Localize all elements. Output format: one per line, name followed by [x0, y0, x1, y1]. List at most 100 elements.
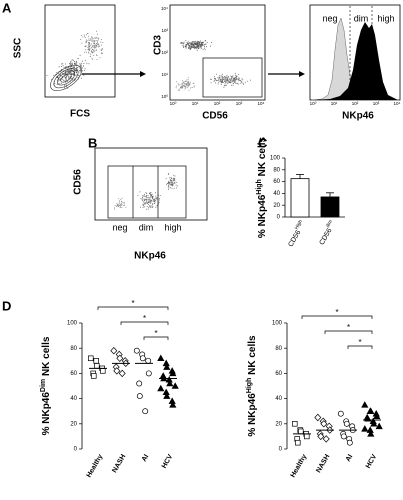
event-dot	[145, 196, 147, 198]
event-dot	[188, 43, 190, 45]
event-dot	[204, 40, 206, 42]
event-dot	[88, 38, 90, 40]
gate-label: high	[377, 13, 394, 23]
event-dot	[191, 41, 193, 43]
data-point	[91, 373, 97, 379]
event-dot	[67, 72, 69, 73]
significance-label: *	[335, 308, 338, 317]
event-dot	[95, 47, 97, 49]
event-dot	[69, 69, 71, 71]
event-dot	[175, 87, 177, 89]
event-dot	[201, 41, 203, 43]
event-dot	[185, 40, 187, 42]
event-dot	[168, 188, 170, 190]
event-dot	[168, 181, 170, 183]
event-dot	[177, 83, 179, 85]
event-dot	[149, 193, 151, 195]
event-dot	[94, 48, 96, 50]
event-dot	[235, 81, 236, 83]
data-point	[113, 367, 121, 375]
event-dot	[114, 208, 116, 210]
data-point	[118, 369, 126, 378]
event-dot	[171, 183, 173, 185]
label-superscript: High	[294, 219, 304, 231]
data-point	[367, 430, 375, 437]
x-tick-label: 10⁴	[258, 101, 265, 106]
event-dot	[203, 47, 205, 49]
arrowhead	[299, 71, 305, 77]
x-tick-label: 10²	[214, 101, 221, 106]
event-dot	[100, 41, 102, 43]
event-dot	[96, 49, 98, 51]
event-dot	[151, 198, 153, 200]
event-dot	[199, 45, 201, 47]
event-dot	[71, 59, 73, 61]
event-dot	[85, 51, 87, 53]
data-point	[314, 413, 322, 422]
data-point	[370, 420, 378, 427]
event-dot	[92, 49, 93, 50]
event-dot	[84, 60, 86, 62]
significance-label: *	[143, 314, 146, 323]
event-dot	[195, 40, 197, 42]
event-dot	[184, 46, 186, 47]
event-dot	[238, 77, 240, 79]
event-dot	[85, 45, 87, 47]
data-point	[367, 407, 375, 414]
event-dot	[240, 80, 242, 82]
event-dot	[180, 41, 182, 43]
event-dot	[97, 44, 99, 46]
event-dot	[81, 70, 83, 72]
event-dot	[175, 181, 177, 183]
event-dot	[196, 49, 198, 51]
event-dot	[68, 78, 70, 80]
event-dot	[220, 81, 222, 83]
data-point	[322, 435, 330, 443]
event-dot	[187, 79, 189, 81]
event-dot	[189, 45, 190, 47]
event-dot	[78, 70, 80, 72]
event-dot	[165, 177, 167, 179]
event-dot	[87, 51, 89, 53]
event-dot	[147, 208, 149, 210]
event-dot	[68, 77, 70, 79]
event-dot	[226, 82, 228, 84]
event-dot	[141, 200, 143, 202]
event-dot	[237, 79, 239, 81]
y-tick-label: 20	[275, 421, 282, 427]
event-dot	[220, 77, 222, 79]
event-dot	[100, 50, 102, 51]
event-dot	[76, 61, 78, 63]
event-dot	[227, 79, 229, 81]
event-dot	[234, 72, 236, 74]
event-dot	[118, 205, 119, 207]
event-dot	[168, 183, 170, 185]
event-dot	[140, 197, 142, 199]
event-dot	[192, 44, 194, 46]
event-dot	[170, 177, 172, 179]
event-dot	[158, 198, 160, 200]
event-dot	[243, 83, 245, 85]
event-dot	[193, 85, 195, 87]
event-dot	[235, 77, 237, 79]
label-superscript: dim	[325, 219, 334, 229]
event-dot	[238, 83, 240, 85]
event-dot	[118, 200, 120, 202]
event-dot	[58, 72, 59, 74]
event-dot	[63, 80, 65, 82]
event-dot	[90, 50, 92, 52]
event-dot	[173, 177, 175, 179]
event-dot	[101, 53, 103, 55]
event-dot	[232, 76, 234, 78]
event-dot	[219, 75, 221, 77]
label-text: CD56	[287, 229, 302, 248]
event-dot	[189, 49, 191, 51]
event-dot	[181, 87, 183, 89]
event-dot	[142, 203, 144, 205]
event-dot	[150, 206, 152, 208]
event-dot	[168, 173, 170, 175]
event-dot	[174, 175, 176, 177]
event-dot	[69, 64, 71, 66]
event-dot	[226, 75, 228, 77]
